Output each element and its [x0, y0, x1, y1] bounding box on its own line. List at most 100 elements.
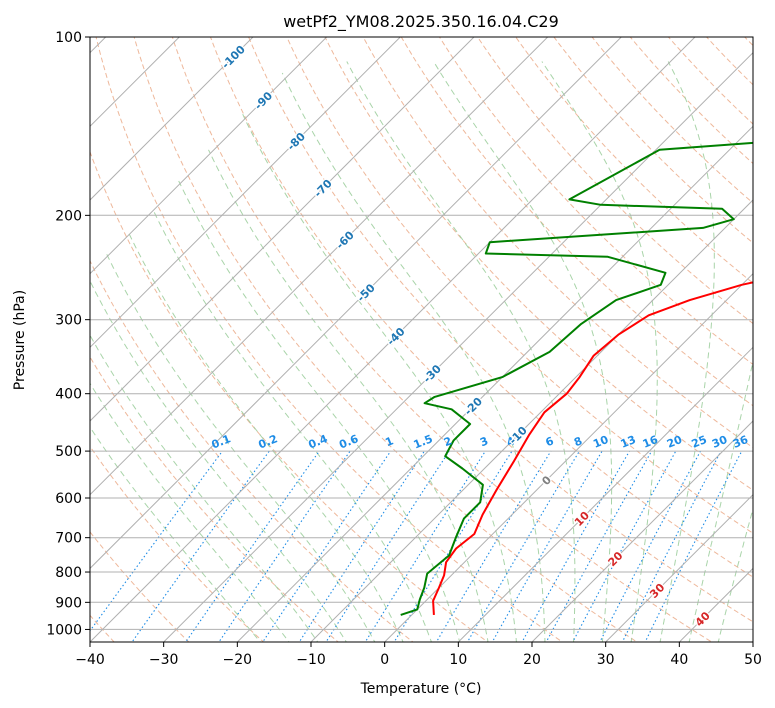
isotherm-line: [752, 641, 753, 642]
moist-adiabat: [659, 61, 715, 642]
moist-adiabat: [90, 334, 319, 642]
mixing-ratio-label: 30: [710, 433, 729, 451]
mixing-ratio-label: 10: [591, 433, 610, 451]
moist-adiabat: [208, 149, 489, 642]
mixing-ratio-label: 0.1: [210, 432, 233, 451]
mixing-ratio-line: [491, 450, 603, 642]
x-tick-label: −10: [296, 652, 326, 668]
dry-adiabat: [591, 37, 753, 204]
dry-adiabat: [400, 37, 753, 407]
mixing-ratio-line: [298, 450, 425, 642]
plot-frame: [89, 36, 754, 643]
y-tick-label: 500: [55, 444, 82, 460]
isotherm-line: [90, 37, 549, 496]
isotherm-line: [90, 37, 402, 349]
x-tick-label: −40: [75, 652, 105, 668]
isotherm-line: [236, 125, 753, 642]
mixing-ratio-label: 13: [619, 433, 638, 451]
y-tick-label: 100: [55, 30, 82, 46]
dry-adiabat: [476, 37, 753, 325]
x-tick-label: 30: [597, 652, 615, 668]
isotherm-line: [310, 199, 753, 642]
isotherm-line: [531, 420, 753, 642]
y-tick-label: 300: [55, 313, 82, 329]
moist-adiabat: [178, 180, 461, 642]
dry-adiabat: [90, 445, 265, 642]
moist-adiabat: [90, 279, 347, 642]
dry-adiabat: [90, 531, 190, 642]
y-tick-label: 200: [55, 208, 82, 224]
dry-adiabat: [770, 24, 775, 654]
mixing-ratio-label: 6: [544, 434, 556, 449]
temperature-profile: [432, 281, 753, 615]
mixing-ratio-line: [262, 450, 392, 642]
isotherm-line: [604, 493, 753, 642]
background-lines: [90, 24, 775, 654]
dry-adiabat: [286, 37, 753, 534]
x-tick-label: 50: [744, 652, 762, 668]
dry-adiabat: [362, 37, 753, 449]
y-tick-label: 900: [55, 595, 82, 611]
dry-adiabat: [515, 37, 753, 284]
dry-adiabat: [95, 37, 564, 642]
isotherm-line: [90, 37, 623, 570]
moist-adiabat: [346, 61, 576, 642]
moist-adiabat: [433, 61, 613, 642]
x-tick-label: −30: [149, 652, 179, 668]
mixing-ratio-line: [90, 450, 223, 632]
moist-adiabat: [152, 208, 432, 642]
mixing-ratio-line: [131, 450, 270, 642]
x-tick-label: 40: [670, 652, 688, 668]
isotherm-line: [90, 37, 475, 422]
isotherm-label: -90: [252, 89, 275, 112]
dry-adiabat: [667, 37, 753, 125]
isotherm-line: [678, 567, 753, 642]
mixing-ratio-label: 2: [442, 434, 454, 449]
dry-adiabat: [248, 37, 753, 578]
gridlines: [0, 10, 753, 654]
dewpoint-profile: [400, 141, 753, 616]
mixing-ratio-label: 1: [383, 434, 395, 449]
mixing-ratio-line: [218, 450, 351, 642]
dry-adiabat: [133, 37, 638, 642]
dry-adiabat: [90, 356, 339, 642]
y-axis-title: Pressure (hPa): [12, 290, 28, 390]
isotherm-line: [162, 51, 753, 642]
isotherm-line: [90, 37, 181, 128]
mixing-ratio-label: 20: [665, 433, 684, 451]
mixing-ratio-line: [466, 450, 580, 642]
mixing-ratio-label: 36: [731, 433, 750, 451]
isotherm-line: [457, 346, 753, 642]
dry-adiabat: [171, 37, 713, 642]
mixing-ratio-line: [644, 450, 743, 642]
moist-adiabat: [717, 506, 753, 642]
y-tick-label: 600: [55, 491, 82, 507]
axes: −40 −30 −20 −10 0 10 20 30 40 5010020030040050060…: [46, 30, 762, 668]
line-labels: 0.1 0.2 0.4 0.6 1 1.5 2 3 4 6 8 10 13 16 20 25 30 36-100-…: [210, 41, 751, 630]
chart-title: wetPf2_YM08.2025.350.16.04.C29: [283, 12, 559, 32]
moist-adiabat: [90, 382, 290, 642]
y-tick-label: 700: [55, 531, 82, 547]
y-tick-label: 1000: [46, 622, 82, 638]
mixing-ratio-line: [325, 450, 450, 642]
moist-adiabat: [104, 251, 376, 642]
data-series: [400, 141, 753, 616]
isotherm-label: -50: [355, 281, 378, 304]
dry-adiabat: [209, 37, 753, 623]
moist-adiabat: [90, 426, 261, 642]
mixing-ratio-label: 16: [641, 433, 660, 451]
y-tick-label: 800: [55, 565, 82, 581]
mixing-ratio-line: [435, 450, 552, 642]
dry-adiabat: [744, 37, 753, 47]
mixing-ratio-label: 8: [572, 434, 584, 449]
isotherm-line: [383, 272, 753, 642]
y-tick-label: 400: [55, 387, 82, 403]
x-tick-label: −20: [223, 652, 253, 668]
moist-adiabat: [688, 358, 753, 642]
isotherm-line: [90, 37, 328, 275]
dry-adiabat: [705, 37, 753, 86]
isotherm-line: [90, 37, 696, 642]
isotherm-line: [0, 10, 59, 654]
mixing-ratio-label: 3: [478, 434, 490, 449]
